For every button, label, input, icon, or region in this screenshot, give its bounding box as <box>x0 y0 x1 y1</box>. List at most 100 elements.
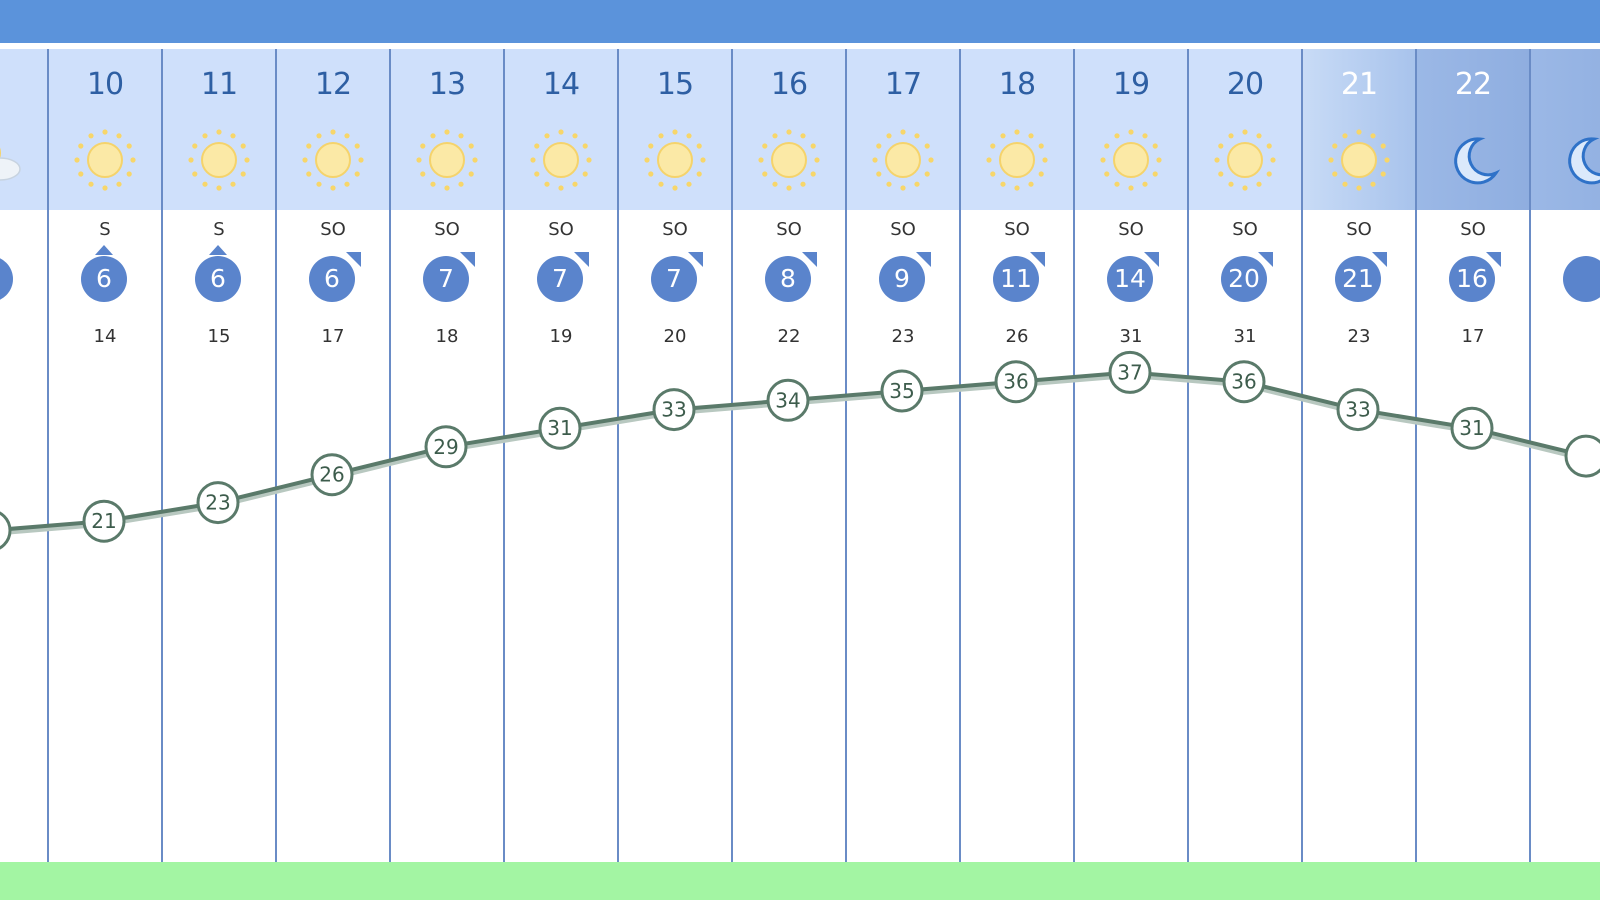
wind-direction: SO <box>1118 219 1144 240</box>
wind-direction: S <box>99 219 111 240</box>
sun-icon <box>754 125 824 195</box>
hour-label: 12 <box>314 67 352 102</box>
wind-speed-badge: 11 <box>993 252 1045 304</box>
sun-icon <box>412 125 482 195</box>
wind-speed-badge: 14 <box>1107 252 1159 304</box>
hour-column: 17 SO 9 23 <box>845 49 959 900</box>
hour-column: 12 SO 6 17 <box>275 49 389 900</box>
moon-icon <box>1552 125 1600 195</box>
hour-column: 14 SO 7 19 <box>503 49 617 900</box>
hour-label: 22 <box>1454 67 1492 102</box>
hour-label: 15 <box>656 67 694 102</box>
hour-label: 10 <box>86 67 124 102</box>
wind-direction: SO <box>776 219 802 240</box>
wind-arrow-icon <box>574 252 589 267</box>
hour-label: 17 <box>884 67 922 102</box>
wind-speed-badge: 16 <box>1449 252 1501 304</box>
wind-arrow-icon <box>95 245 113 255</box>
hour-label: 11 <box>200 67 238 102</box>
sun-icon <box>526 125 596 195</box>
sun-icon <box>1096 125 1166 195</box>
hour-column: 11 S 6 15 <box>161 49 275 900</box>
top-bar-gap <box>0 43 1600 49</box>
sun-icon <box>1210 125 1280 195</box>
sun-icon <box>868 125 938 195</box>
wind-gust: 31 <box>1119 326 1143 347</box>
wind-arrow-icon <box>1258 252 1273 267</box>
wind-gust: 14 <box>93 326 117 347</box>
sun-icon <box>70 125 140 195</box>
wind-speed: 6 <box>81 256 127 302</box>
wind-speed <box>1563 256 1600 302</box>
wind-direction: SO <box>434 219 460 240</box>
hour-label: 18 <box>998 67 1036 102</box>
hour-column: 10 S 6 14 <box>47 49 161 900</box>
wind-gust: 17 <box>1461 326 1485 347</box>
hour-column: 22 SO 16 17 <box>1415 49 1529 900</box>
wind-speed-badge: 7 <box>651 252 703 304</box>
wind-gust: 19 <box>549 326 573 347</box>
moon-icon <box>1438 125 1508 195</box>
hour-column: 21 SO 21 23 <box>1301 49 1415 900</box>
wind-arrow-icon <box>460 252 475 267</box>
wind-direction: SO <box>320 219 346 240</box>
hourly-forecast-grid: 9 10 S 6 14 11 S 6 15 12 SO 6 17 13 SO 7 18 14 SO 7 19… <box>0 49 1600 900</box>
wind-speed-badge <box>1563 256 1600 304</box>
hour-label: 13 <box>428 67 466 102</box>
wind-direction: SO <box>890 219 916 240</box>
hour-column <box>1529 49 1600 900</box>
sun-icon <box>298 125 368 195</box>
hour-column: 16 SO 8 22 <box>731 49 845 900</box>
wind-arrow-icon <box>1144 252 1159 267</box>
wind-direction: S <box>213 219 225 240</box>
wind-speed-badge: 20 <box>1221 252 1273 304</box>
hour-label: 9 <box>0 67 47 102</box>
hour-label: 14 <box>542 67 580 102</box>
wind-speed-badge: 8 <box>765 252 817 304</box>
hour-column: 13 SO 7 18 <box>389 49 503 900</box>
hour-label: 21 <box>1340 67 1378 102</box>
wind-arrow-icon <box>1372 252 1387 267</box>
wind-gust: 22 <box>777 326 801 347</box>
wind-gust: 31 <box>1233 326 1257 347</box>
wind-arrow-icon <box>688 252 703 267</box>
bottom-green-bar <box>0 862 1600 900</box>
wind-direction: SO <box>548 219 574 240</box>
wind-speed-badge: 9 <box>879 252 931 304</box>
wind-speed: 16 <box>1449 256 1495 302</box>
top-bar <box>0 0 1600 43</box>
wind-speed-badge: 6 <box>195 245 243 304</box>
wind-speed: 6 <box>195 256 241 302</box>
hour-column: 20 SO 20 31 <box>1187 49 1301 900</box>
sun-icon <box>184 125 254 195</box>
hour-label: 20 <box>1226 67 1264 102</box>
partly-cloudy-icon <box>0 125 26 195</box>
wind-arrow-icon <box>916 252 931 267</box>
wind-arrow-icon <box>1030 252 1045 267</box>
sun-icon <box>1324 125 1394 195</box>
wind-gust: 17 <box>321 326 345 347</box>
wind-gust: 23 <box>891 326 915 347</box>
hour-column: 19 SO 14 31 <box>1073 49 1187 900</box>
wind-direction: SO <box>1460 219 1486 240</box>
wind-speed-badge: 21 <box>1335 252 1387 304</box>
wind-speed-badge <box>0 256 15 304</box>
hour-column: 15 SO 7 20 <box>617 49 731 900</box>
wind-arrow-icon <box>1486 252 1501 267</box>
wind-gust: 26 <box>1005 326 1029 347</box>
wind-speed <box>0 256 13 302</box>
wind-gust: 18 <box>435 326 459 347</box>
wind-gust: 15 <box>207 326 231 347</box>
wind-gust: 23 <box>1347 326 1371 347</box>
wind-speed-badge: 6 <box>309 252 361 304</box>
wind-direction: SO <box>662 219 688 240</box>
wind-direction: SO <box>1346 219 1372 240</box>
sun-icon <box>640 125 710 195</box>
hour-column: 9 <box>0 49 47 900</box>
sun-icon <box>982 125 1052 195</box>
wind-arrow-icon <box>346 252 361 267</box>
hour-column: 18 SO 11 26 <box>959 49 1073 900</box>
hour-header <box>0 49 47 210</box>
wind-speed-badge: 7 <box>423 252 475 304</box>
wind-arrow-icon <box>802 252 817 267</box>
